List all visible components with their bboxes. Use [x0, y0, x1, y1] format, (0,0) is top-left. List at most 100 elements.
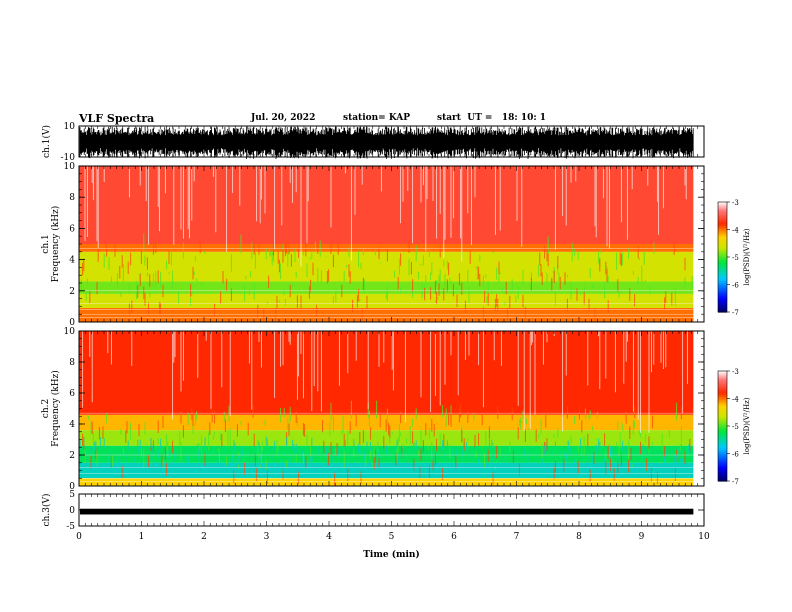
colorbar-swatch [718, 262, 727, 265]
colorbar-swatch [718, 402, 727, 405]
y-tick-label: 2 [69, 287, 75, 297]
colorbar-swatch [718, 479, 727, 482]
colorbar-swatch [718, 249, 727, 253]
colorbar-swatch [718, 216, 727, 220]
spectral-band [79, 251, 694, 282]
colorbar-swatch [718, 420, 727, 423]
y-tick-label: 2 [69, 451, 75, 461]
colorbar-swatch [718, 293, 727, 297]
colorbar-swatch [718, 393, 727, 396]
y-axis-label-line: Frequency (kHz) [50, 206, 61, 283]
colorbar-swatch [718, 437, 727, 440]
spectral-band [79, 293, 694, 308]
colorbar-label: log(PSD)(V²/Hz) [743, 228, 751, 285]
y-tick-label: 8 [69, 193, 75, 203]
colorbar-2: -3 -4 -5 -6 -7 log(PSD)(V²/Hz) [717, 368, 751, 486]
colorbar-swatch [718, 464, 727, 467]
y-axis-label-line: Frequency (kHz) [50, 370, 61, 447]
colorbar-swatch [718, 238, 727, 242]
colorbar-swatch [718, 275, 727, 278]
spectral-band [79, 430, 694, 446]
colorbar-swatch [718, 244, 727, 247]
colorbar-swatch [718, 448, 727, 451]
x-tick-label: 5 [389, 532, 395, 542]
colorbar-swatch [718, 222, 727, 225]
y-tick-label: 5 [69, 490, 75, 500]
colorbar-swatch [718, 218, 727, 221]
colorbar-swatch [718, 299, 727, 302]
y-axis-label: ch.1(V) [41, 125, 52, 158]
colorbar-swatch [718, 429, 727, 433]
colorbar-swatch [718, 371, 727, 374]
colorbar-swatch [718, 424, 727, 427]
colorbar-swatch [718, 470, 727, 473]
y-tick-label: 8 [69, 358, 75, 368]
spectral-texture [80, 233, 693, 306]
colorbar-swatch [718, 269, 727, 273]
figure-title: VLF Spectra [79, 112, 155, 125]
spectral-band [79, 307, 694, 322]
colorbar-swatch [718, 418, 727, 422]
spectral-texture [82, 331, 688, 433]
colorbar-swatch [718, 280, 727, 284]
colorbar-swatch [718, 308, 727, 311]
colorbar-swatch [718, 468, 727, 471]
colorbar-swatch [718, 389, 727, 392]
y-tick-label: -5 [66, 522, 75, 532]
y-axis: 5 0 -5 [66, 490, 704, 532]
y-tick-label: 4 [69, 420, 75, 430]
colorbar-swatch [718, 431, 727, 434]
colorbar-swatch [718, 231, 727, 234]
colorbar-swatch [718, 225, 727, 229]
colorbar-tick-label: -4 [732, 396, 739, 404]
colorbar-swatch [718, 288, 727, 291]
colorbar-swatch [718, 416, 727, 420]
colorbar-swatch [718, 374, 727, 378]
colorbar-swatch [718, 255, 727, 258]
colorbar-swatch [718, 415, 727, 418]
y-tick-label: 10 [64, 162, 76, 172]
colorbar-swatch [718, 451, 727, 455]
station-label: station= KAP [343, 113, 411, 123]
colorbar-swatch [718, 475, 727, 478]
x-tick-label: 7 [514, 532, 520, 542]
colorbar-swatch [718, 257, 727, 260]
x-tick-label: 10 [698, 532, 710, 542]
colorbar-swatch [718, 442, 727, 445]
colorbar-swatch [718, 258, 727, 262]
y-axis: 0 2 4 6 8 10 [64, 327, 704, 492]
colorbar-swatch [718, 396, 727, 400]
colorbar-swatch [718, 301, 727, 304]
colorbar-swatch [718, 251, 727, 254]
colorbar-swatch [718, 224, 727, 227]
colorbar-tick-label: -4 [732, 227, 739, 235]
y-axis-label-line: ch.3(V) [41, 494, 52, 527]
colorbar-swatch [718, 202, 727, 205]
colorbar-swatch [718, 466, 727, 469]
x-tick-label: 9 [639, 532, 645, 542]
colorbar-swatch [718, 449, 727, 453]
colorbar-swatch [718, 471, 727, 475]
x-tick-label: 2 [201, 532, 207, 542]
colorbar-swatch [718, 405, 727, 409]
colorbar-swatch [718, 240, 727, 243]
colorbar-swatch [718, 427, 727, 431]
colorbar-swatch [718, 227, 727, 231]
colorbar-swatch [718, 266, 727, 269]
colorbar-swatch [718, 302, 727, 306]
colorbar-swatch [718, 398, 727, 401]
colorbar-tick-label: -5 [732, 254, 739, 262]
colorbar-swatch [718, 304, 727, 308]
colorbar-swatch [718, 376, 727, 379]
colorbar-swatch [718, 455, 727, 458]
colorbar-tick-label: -7 [732, 478, 739, 486]
colorbar-swatch [718, 264, 727, 267]
spectral-band [79, 331, 694, 415]
y-tick-label: 10 [64, 327, 76, 337]
colorbar-swatch [718, 290, 727, 293]
colorbar-swatch [718, 253, 727, 256]
y-tick-label: 6 [69, 224, 75, 234]
colorbar-swatch [718, 400, 727, 403]
colorbar-swatch [718, 279, 727, 282]
